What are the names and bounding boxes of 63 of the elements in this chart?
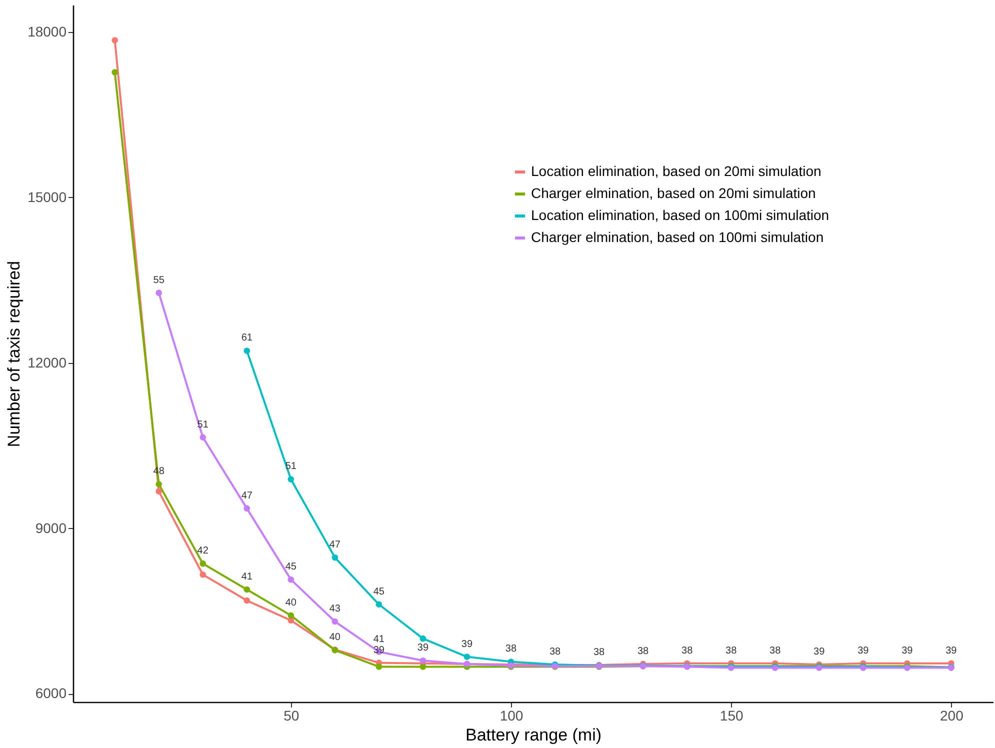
annotation: 40 bbox=[285, 597, 297, 608]
legend-label: Location elimination, based on 20mi simulation bbox=[531, 163, 822, 179]
point bbox=[200, 560, 206, 567]
legend-label: Location elimination, based on 100mi simulation bbox=[531, 207, 830, 223]
y-tick-label: 12000 bbox=[28, 354, 67, 370]
annotation: 61 bbox=[241, 332, 253, 344]
x-tick-label: 200 bbox=[940, 708, 964, 724]
point bbox=[332, 554, 338, 561]
annotation: 39 bbox=[461, 638, 473, 650]
annotation: 39 bbox=[814, 646, 826, 658]
point bbox=[420, 664, 426, 670]
x-tick-label: 100 bbox=[500, 708, 524, 724]
point bbox=[200, 434, 206, 440]
annotation: 38 bbox=[637, 646, 650, 657]
point bbox=[112, 69, 118, 76]
annotation: 40 bbox=[329, 632, 341, 644]
legend-label: Charger elmination, based on 20mi simulation bbox=[531, 185, 816, 201]
point bbox=[376, 664, 382, 670]
point bbox=[244, 586, 250, 593]
annotation: 38 bbox=[549, 646, 562, 658]
y-tick-label: 9000 bbox=[35, 520, 67, 536]
annotation: 41 bbox=[373, 634, 385, 645]
point bbox=[156, 290, 162, 296]
annotation: 43 bbox=[329, 603, 341, 614]
annotation: 39 bbox=[946, 645, 958, 656]
point bbox=[156, 481, 162, 488]
annotation: 47 bbox=[241, 490, 253, 502]
point bbox=[332, 618, 338, 625]
point bbox=[112, 37, 118, 44]
annotation: 38 bbox=[726, 645, 738, 656]
point bbox=[244, 505, 250, 512]
point bbox=[288, 612, 294, 619]
y-axis-title: Number of taxis required bbox=[4, 260, 24, 448]
annotation: 41 bbox=[241, 572, 253, 583]
annotation: 39 bbox=[902, 645, 914, 656]
y-tick-label: 6000 bbox=[35, 685, 67, 702]
annotation: 55 bbox=[153, 274, 165, 286]
annotation: 39 bbox=[417, 642, 429, 654]
point bbox=[288, 476, 294, 482]
point bbox=[200, 571, 206, 578]
annotation: 38 bbox=[770, 645, 782, 656]
point bbox=[288, 576, 294, 583]
point bbox=[244, 597, 250, 604]
annotation: 45 bbox=[373, 586, 385, 598]
annotation: 47 bbox=[329, 540, 341, 551]
annotation: 42 bbox=[197, 546, 209, 557]
point bbox=[376, 601, 382, 608]
point bbox=[420, 635, 426, 642]
legend-label: Charger elmination, based on 100mi simulation bbox=[531, 229, 824, 245]
x-axis-title: Battery range (mi) bbox=[465, 726, 602, 744]
x-tick-label: 50 bbox=[284, 708, 300, 724]
point bbox=[156, 488, 162, 495]
annotation: 38 bbox=[593, 647, 606, 658]
point bbox=[464, 654, 470, 660]
y-tick-label: 18000 bbox=[28, 24, 67, 40]
x-tick-label: 150 bbox=[720, 708, 744, 724]
point bbox=[244, 348, 250, 354]
point bbox=[420, 657, 426, 664]
annotation: 38 bbox=[682, 645, 694, 656]
annotation: 39 bbox=[858, 645, 870, 656]
y-tick-label: 15000 bbox=[28, 188, 67, 205]
annotation: 38 bbox=[505, 644, 517, 655]
annotation: 45 bbox=[285, 562, 297, 573]
